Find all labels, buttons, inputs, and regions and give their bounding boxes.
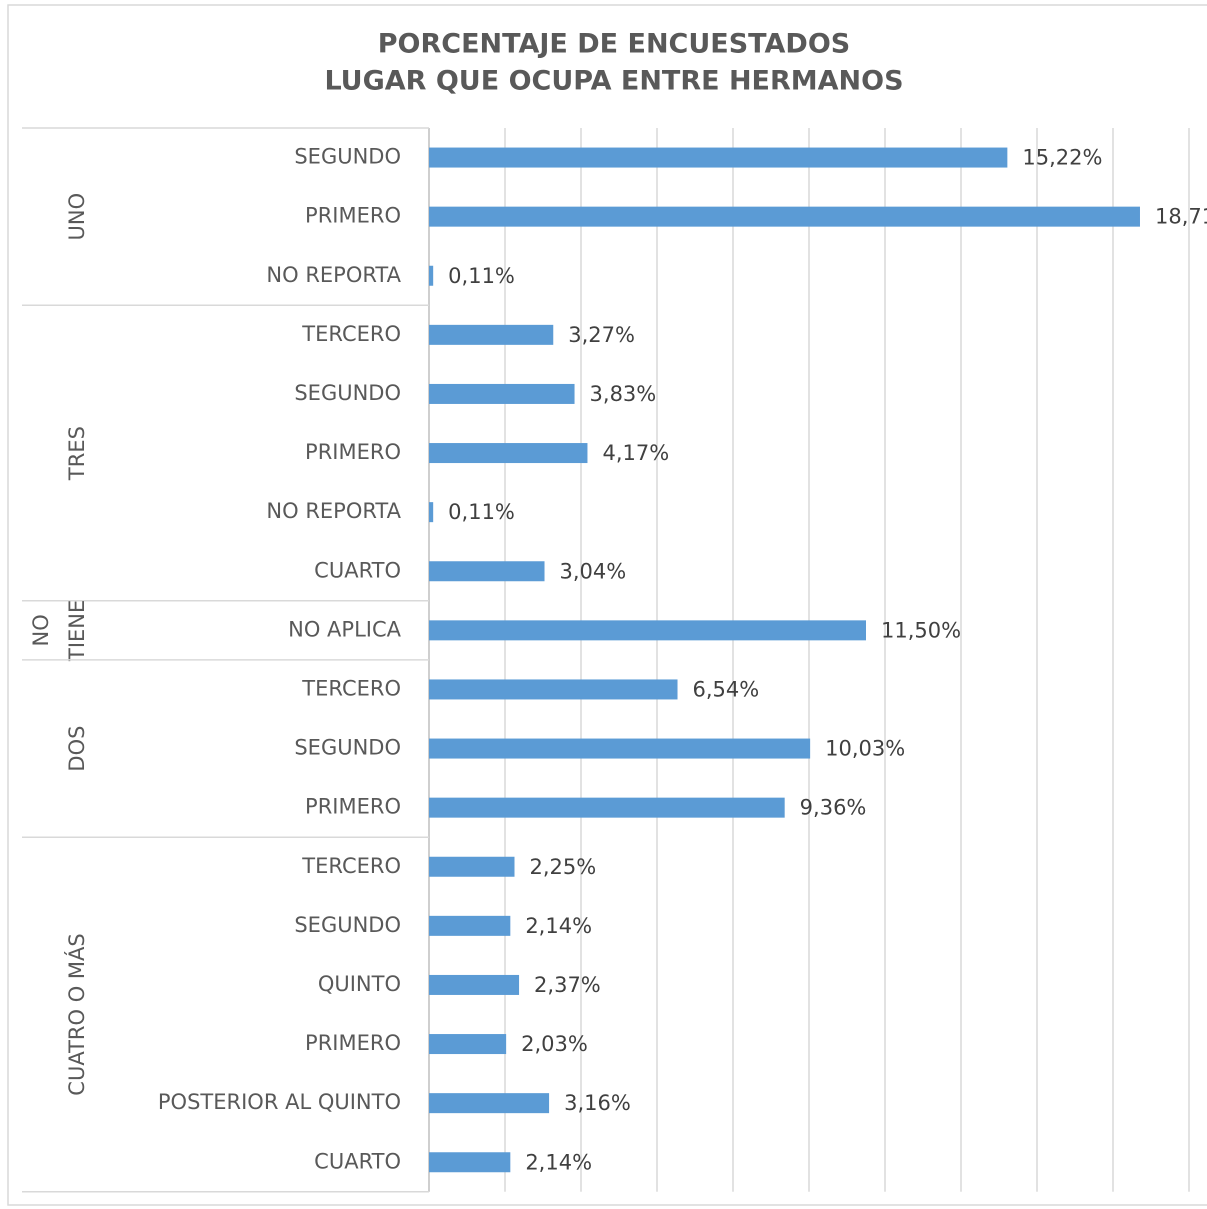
- category-label: SEGUNDO: [294, 736, 401, 760]
- value-label: 2,14%: [525, 914, 592, 938]
- category-label: TERCERO: [301, 322, 401, 346]
- group-label: UNO: [65, 193, 89, 241]
- bar: [429, 383, 575, 404]
- category-label: PRIMERO: [305, 795, 401, 819]
- value-label: 3,04%: [560, 559, 627, 583]
- value-label: 2,25%: [530, 855, 597, 879]
- value-label: 2,03%: [521, 1032, 588, 1056]
- value-label: 2,37%: [534, 973, 601, 997]
- value-label: 3,27%: [568, 323, 635, 347]
- category-label: CUARTO: [314, 1149, 401, 1173]
- category-label: PRIMERO: [305, 440, 401, 464]
- value-label: 3,83%: [590, 382, 657, 406]
- value-label: 4,17%: [602, 441, 669, 465]
- value-label: 2,14%: [525, 1150, 592, 1174]
- bar: [429, 679, 678, 700]
- bar: [429, 265, 434, 286]
- bar: [429, 974, 520, 995]
- value-label: 6,54%: [693, 677, 760, 701]
- category-label: NO REPORTA: [266, 499, 401, 523]
- bar: [429, 738, 811, 759]
- category-label: QUINTO: [318, 972, 401, 996]
- bar: [429, 915, 511, 936]
- chart-title: PORCENTAJE DE ENCUESTADOS: [378, 29, 850, 60]
- category-label: PRIMERO: [305, 1031, 401, 1055]
- bar: [429, 147, 1008, 168]
- bar: [429, 1034, 507, 1055]
- bar: [429, 324, 554, 345]
- value-label: 0,11%: [448, 264, 515, 288]
- bar: [429, 856, 515, 877]
- category-label: SEGUNDO: [294, 145, 401, 169]
- bar: [429, 206, 1140, 227]
- group-label: DOS: [65, 726, 89, 772]
- value-label: 11,50%: [881, 618, 961, 642]
- bar: [429, 502, 434, 523]
- bar: [429, 620, 866, 641]
- category-label: TERCERO: [301, 676, 401, 700]
- bar: [429, 443, 588, 464]
- category-label: PRIMERO: [305, 204, 401, 228]
- chart-frame: [7, 4, 1207, 1206]
- value-label: 18,71%: [1155, 205, 1207, 229]
- bar: [429, 1152, 511, 1173]
- category-label: SEGUNDO: [294, 913, 401, 937]
- category-label: TERCERO: [301, 854, 401, 878]
- category-label: POSTERIOR AL QUINTO: [158, 1090, 401, 1114]
- chart-subtitle: LUGAR QUE OCUPA ENTRE HERMANOS: [324, 66, 903, 97]
- bar: [429, 561, 545, 582]
- value-label: 0,11%: [448, 500, 515, 524]
- bar: [429, 797, 785, 818]
- category-label: NO REPORTA: [266, 263, 401, 287]
- group-label: NO TIENE: [29, 600, 89, 662]
- value-label: 10,03%: [825, 737, 905, 761]
- group-label: CUATRO O MÁS: [64, 933, 89, 1095]
- value-label: 9,36%: [800, 796, 867, 820]
- value-label: 3,16%: [564, 1091, 631, 1115]
- category-label: NO APLICA: [288, 617, 401, 641]
- group-label: TRES: [65, 426, 89, 481]
- bar: [429, 1093, 550, 1114]
- value-label: 15,22%: [1022, 146, 1102, 170]
- category-label: CUARTO: [314, 558, 401, 582]
- category-label: SEGUNDO: [294, 381, 401, 405]
